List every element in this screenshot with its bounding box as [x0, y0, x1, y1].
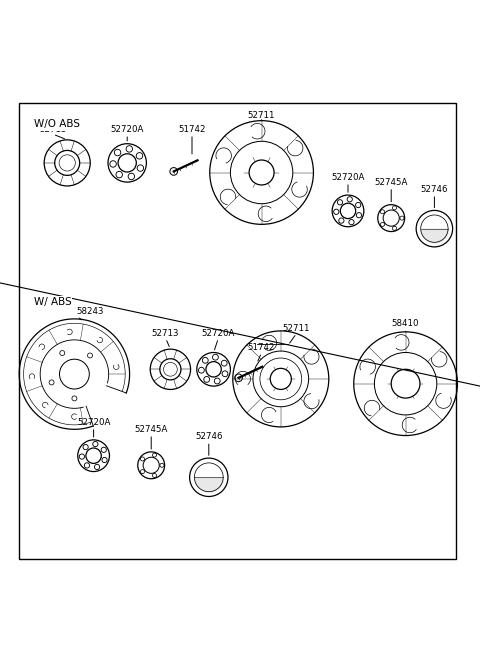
Text: 52713: 52713 — [152, 329, 180, 338]
Text: 52713: 52713 — [39, 125, 67, 134]
Text: 52711: 52711 — [248, 110, 276, 120]
Text: 52746: 52746 — [420, 185, 448, 194]
Text: 52746: 52746 — [195, 432, 223, 442]
Text: 58410: 58410 — [392, 319, 420, 328]
Text: 52711: 52711 — [283, 325, 311, 333]
Text: 52720A: 52720A — [110, 125, 144, 134]
Text: 52720A: 52720A — [202, 329, 235, 338]
Text: 52720A: 52720A — [331, 173, 365, 182]
Text: 52720A: 52720A — [77, 418, 110, 427]
Text: W/ ABS: W/ ABS — [34, 297, 72, 307]
Text: 52745A: 52745A — [134, 425, 168, 434]
Text: 51742: 51742 — [248, 344, 276, 353]
Text: 58243: 58243 — [77, 307, 104, 317]
Text: W/O ABS: W/O ABS — [34, 120, 80, 129]
Text: 51742: 51742 — [178, 125, 206, 134]
Text: 52745A: 52745A — [374, 178, 408, 187]
